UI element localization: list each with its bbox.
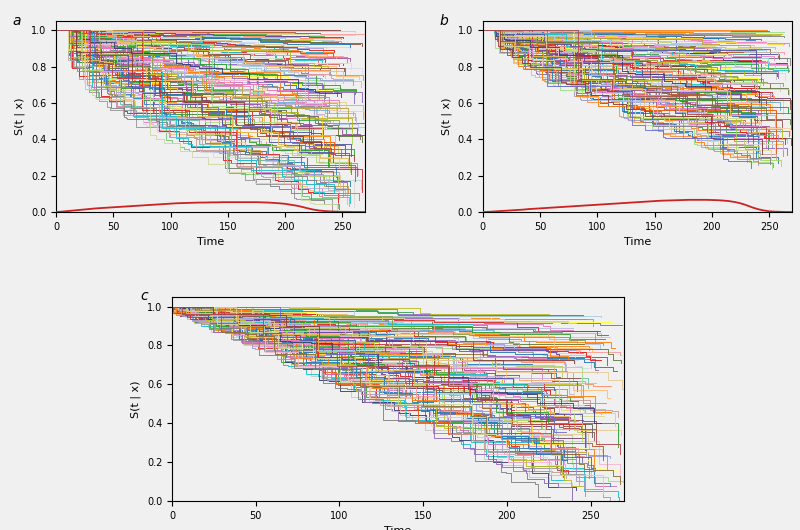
Y-axis label: S(t | x): S(t | x) [131,380,142,418]
Text: a: a [13,14,22,28]
X-axis label: Time: Time [384,526,412,530]
X-axis label: Time: Time [624,237,651,248]
Text: b: b [439,14,448,28]
X-axis label: Time: Time [197,237,224,248]
Y-axis label: S(t | x): S(t | x) [15,98,26,135]
Y-axis label: S(t | x): S(t | x) [442,98,452,135]
Text: c: c [140,289,148,303]
